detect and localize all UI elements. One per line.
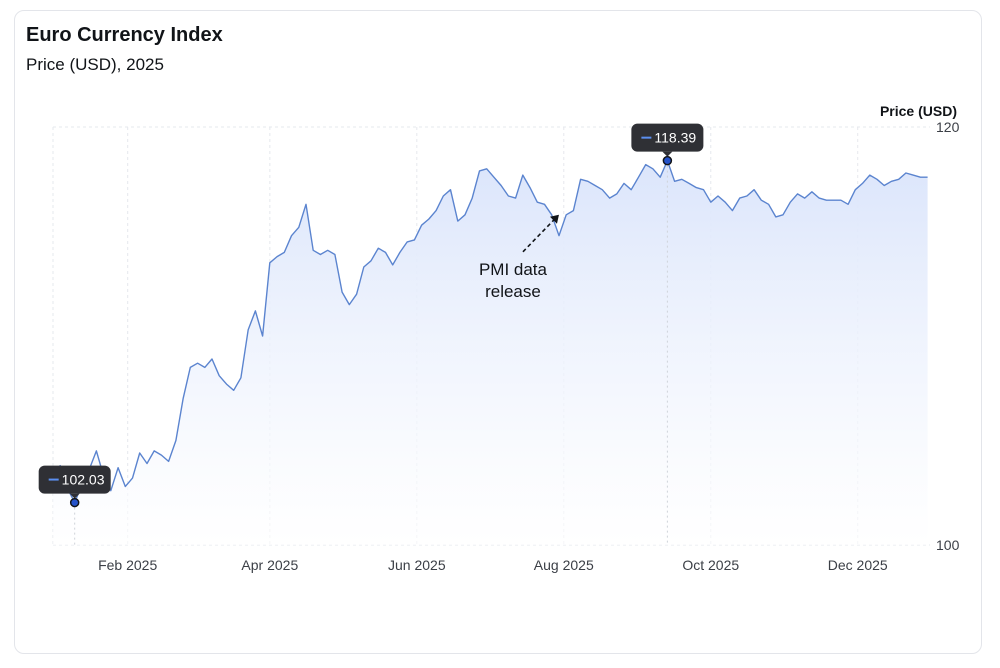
x-tick-label: Feb 2025 bbox=[98, 557, 157, 573]
axes: Feb 2025 Apr 2025 Jun 2025 Aug 2025 Oct 2025… bbox=[98, 103, 959, 573]
tooltip: 102.03 bbox=[38, 465, 111, 545]
y-tick-label: 100 bbox=[936, 537, 960, 553]
area-series bbox=[52, 159, 928, 545]
tooltip-value: 102.03 bbox=[62, 472, 105, 488]
tooltip-box bbox=[38, 465, 111, 494]
annotations: PMI data release bbox=[479, 214, 559, 301]
annotation-arrow-head bbox=[549, 214, 559, 224]
chart-subtitle: Price (USD), 2025 bbox=[26, 55, 164, 74]
y-axis-title: Price (USD) bbox=[880, 103, 957, 119]
tooltip: 118.39 bbox=[631, 123, 704, 545]
x-tick-label: Jun 2025 bbox=[388, 557, 446, 573]
data-point-marker bbox=[662, 155, 673, 166]
x-tick-label: Apr 2025 bbox=[241, 557, 298, 573]
annotation-arrow-line bbox=[522, 218, 556, 253]
data-point-marker bbox=[69, 497, 80, 508]
tooltip-box bbox=[631, 123, 704, 152]
tooltip-pointer bbox=[662, 151, 673, 157]
tooltip-pointer bbox=[69, 493, 80, 499]
x-tick-label: Oct 2025 bbox=[682, 557, 739, 573]
annotation-text: PMI data bbox=[479, 260, 548, 279]
tooltip-value: 118.39 bbox=[654, 130, 696, 146]
series-line bbox=[52, 159, 928, 504]
x-tick-label: Aug 2025 bbox=[534, 557, 594, 573]
annotation-text: release bbox=[485, 282, 541, 301]
chart-title: Euro Currency Index bbox=[26, 24, 223, 46]
x-tick-label: Dec 2025 bbox=[828, 557, 888, 573]
y-tick-label: 120 bbox=[936, 119, 960, 135]
tooltips: 102.03 118.39 bbox=[38, 123, 704, 545]
series-area-fill bbox=[53, 160, 928, 545]
